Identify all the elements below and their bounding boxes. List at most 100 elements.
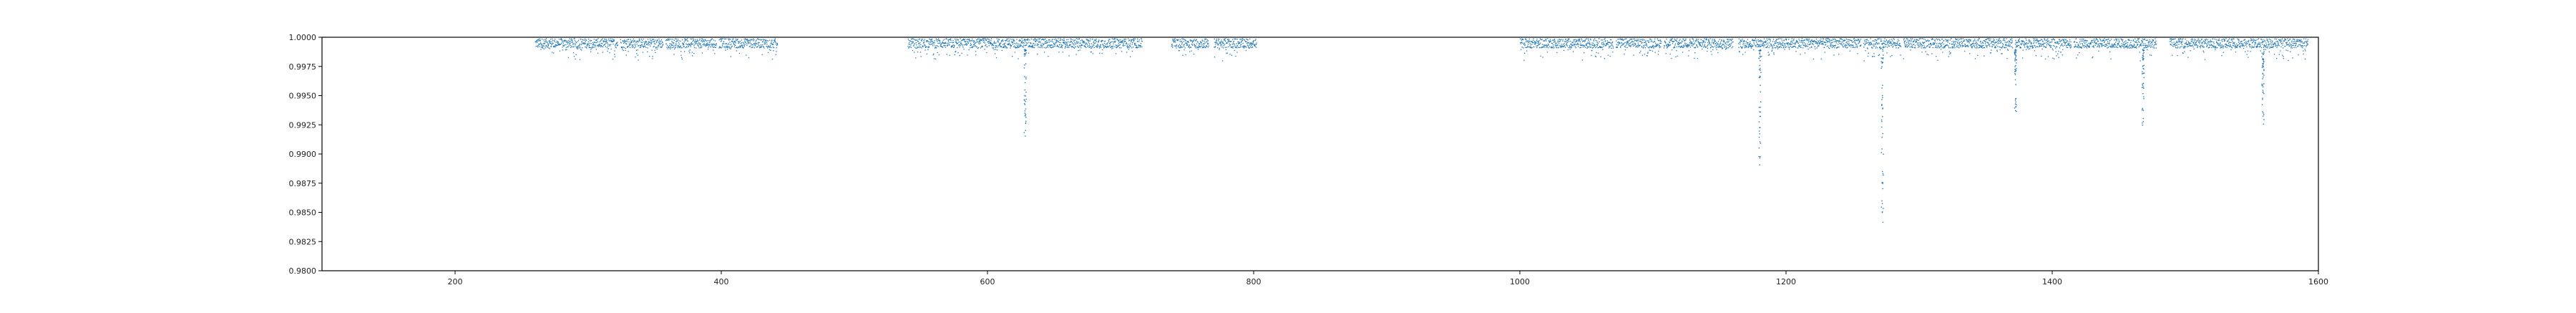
data-point bbox=[2121, 39, 2122, 40]
data-point bbox=[2027, 47, 2029, 49]
data-point bbox=[1639, 44, 1641, 46]
data-point bbox=[1782, 47, 1784, 49]
data-point bbox=[1254, 45, 1256, 47]
data-point bbox=[1033, 39, 1034, 41]
data-point bbox=[2089, 43, 2091, 44]
data-point bbox=[630, 42, 633, 43]
data-point bbox=[1921, 44, 1923, 45]
data-point bbox=[2201, 42, 2202, 44]
data-point bbox=[1702, 39, 1704, 42]
data-point bbox=[552, 39, 554, 42]
data-point bbox=[2100, 43, 2102, 44]
data-point bbox=[1987, 42, 1989, 44]
data-point bbox=[701, 38, 703, 39]
data-point bbox=[982, 38, 984, 39]
data-point bbox=[2155, 43, 2157, 44]
data-point bbox=[1549, 46, 1551, 47]
data-point bbox=[1096, 47, 1098, 49]
data-point bbox=[2052, 38, 2054, 39]
data-point bbox=[969, 39, 970, 41]
data-point bbox=[1705, 47, 1707, 48]
data-point bbox=[1581, 44, 1583, 46]
data-point bbox=[1881, 43, 1883, 44]
data-point bbox=[567, 57, 570, 59]
data-point bbox=[552, 43, 554, 44]
data-point bbox=[1025, 39, 1028, 41]
data-point bbox=[1111, 48, 1113, 49]
data-point bbox=[1925, 47, 1926, 49]
data-point bbox=[1702, 44, 1704, 46]
data-point bbox=[952, 42, 954, 44]
data-point bbox=[1885, 44, 1887, 46]
data-point bbox=[1014, 40, 1015, 42]
data-point bbox=[2032, 45, 2034, 47]
data-point bbox=[980, 42, 981, 44]
data-point bbox=[1136, 47, 1138, 49]
data-point bbox=[1744, 45, 1745, 47]
data-point bbox=[1100, 46, 1101, 47]
data-point bbox=[1611, 42, 1613, 44]
data-point bbox=[2124, 44, 2126, 45]
data-point bbox=[605, 46, 606, 47]
data-point bbox=[2102, 39, 2104, 41]
data-point bbox=[1076, 42, 1078, 44]
data-point bbox=[753, 47, 756, 49]
data-point bbox=[1961, 42, 1963, 44]
data-point bbox=[1539, 47, 1541, 49]
data-point bbox=[1775, 41, 1777, 42]
data-point bbox=[1968, 41, 1970, 42]
data-point bbox=[640, 46, 642, 47]
data-point bbox=[550, 42, 551, 44]
data-point bbox=[701, 52, 703, 54]
data-point bbox=[1019, 45, 1020, 47]
data-point bbox=[1997, 42, 1999, 44]
data-point bbox=[697, 44, 698, 46]
data-point bbox=[1201, 44, 1203, 46]
data-point bbox=[1897, 41, 1898, 42]
data-point bbox=[738, 52, 741, 54]
data-point bbox=[2153, 45, 2155, 47]
data-point bbox=[1624, 42, 1626, 44]
data-point bbox=[2198, 39, 2200, 41]
data-point bbox=[1610, 45, 1611, 47]
data-point bbox=[763, 39, 765, 41]
data-point bbox=[1756, 39, 1757, 41]
data-point bbox=[1740, 39, 1742, 42]
data-point bbox=[1642, 39, 1644, 41]
data-point bbox=[2069, 39, 2071, 41]
data-point bbox=[2170, 44, 2172, 46]
data-point bbox=[1541, 47, 1543, 48]
data-point bbox=[562, 40, 564, 42]
data-point bbox=[1026, 44, 1028, 46]
data-point bbox=[1828, 40, 1830, 42]
data-point bbox=[1222, 47, 1224, 49]
data-point bbox=[1129, 45, 1131, 47]
data-point bbox=[1816, 47, 1818, 49]
data-point bbox=[1033, 39, 1035, 41]
data-point bbox=[1883, 42, 1885, 44]
data-point bbox=[1863, 60, 1865, 62]
data-point bbox=[630, 40, 632, 42]
data-point bbox=[1923, 45, 1926, 47]
data-point bbox=[668, 47, 670, 49]
data-point bbox=[1908, 42, 1910, 44]
data-point bbox=[2067, 47, 2069, 49]
data-point bbox=[761, 39, 763, 41]
data-point bbox=[972, 46, 974, 47]
data-point bbox=[2192, 42, 2194, 44]
data-point bbox=[1810, 39, 1812, 42]
data-point bbox=[657, 39, 658, 42]
data-point bbox=[1587, 43, 1589, 44]
data-point bbox=[1186, 43, 1188, 44]
data-point bbox=[957, 42, 958, 44]
data-point bbox=[1751, 44, 1752, 46]
data-point bbox=[1133, 41, 1135, 42]
data-point bbox=[1586, 46, 1589, 47]
data-point bbox=[1185, 54, 1186, 56]
data-point bbox=[1558, 43, 1560, 44]
data-point bbox=[1695, 40, 1697, 42]
data-point bbox=[943, 45, 945, 47]
data-point bbox=[729, 44, 731, 46]
data-point bbox=[623, 40, 625, 42]
data-point bbox=[2029, 40, 2030, 42]
